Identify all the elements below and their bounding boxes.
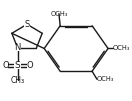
Text: O: O <box>2 61 9 70</box>
Text: O: O <box>27 61 33 70</box>
FancyBboxPatch shape <box>27 63 33 69</box>
FancyBboxPatch shape <box>14 62 21 69</box>
Text: OCH₃: OCH₃ <box>113 45 130 52</box>
Text: S: S <box>24 20 30 29</box>
Text: N: N <box>14 44 21 53</box>
Text: OCH₃: OCH₃ <box>97 76 114 82</box>
Text: OCH₃: OCH₃ <box>50 11 68 17</box>
Text: CH₃: CH₃ <box>11 76 25 85</box>
FancyBboxPatch shape <box>2 63 8 69</box>
FancyBboxPatch shape <box>24 21 30 27</box>
FancyBboxPatch shape <box>15 45 21 51</box>
Text: S: S <box>15 61 20 70</box>
